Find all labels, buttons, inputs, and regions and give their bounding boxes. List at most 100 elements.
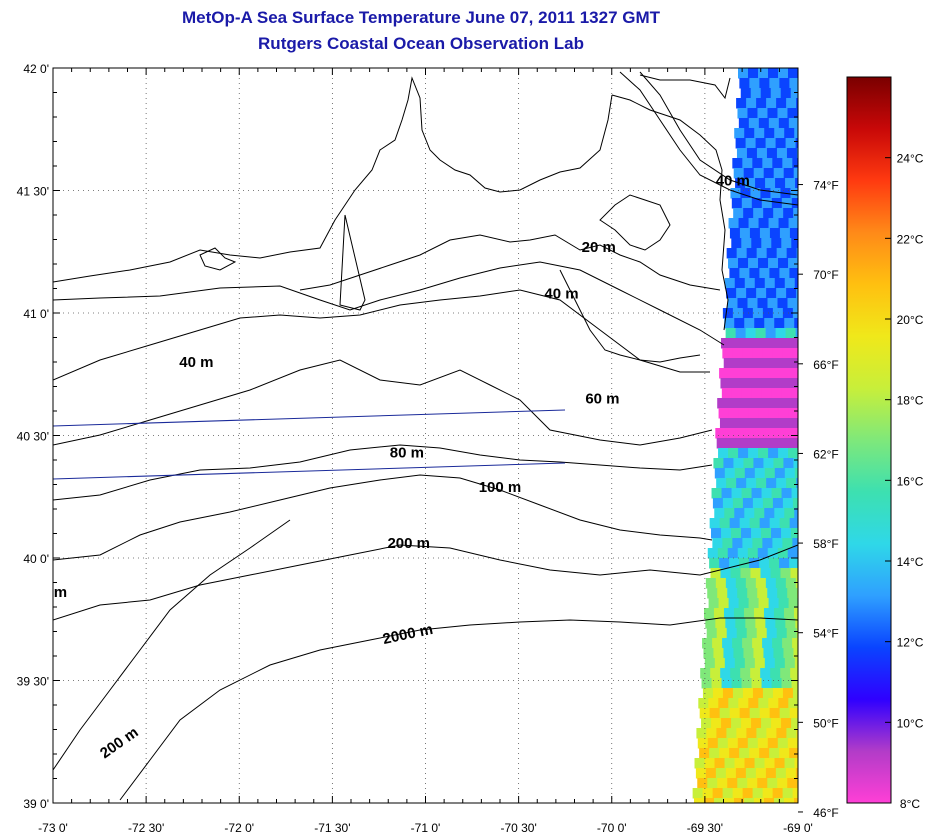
sst-cell	[765, 768, 777, 779]
sst-cell	[745, 618, 756, 629]
sst-cell	[715, 618, 726, 629]
sst-cell	[797, 588, 798, 599]
sst-cell	[746, 628, 758, 639]
sst-cell	[750, 188, 761, 199]
sst-cell	[777, 108, 788, 119]
sst-cell	[797, 298, 798, 309]
sst-cell	[785, 618, 796, 629]
sst-cell	[746, 248, 758, 259]
sst-cell	[770, 378, 781, 389]
sst-cell	[739, 708, 751, 719]
sst-cell	[773, 208, 784, 219]
sst-cell	[723, 648, 734, 659]
sst-cell	[788, 118, 798, 129]
sst-cell	[720, 568, 731, 579]
sst-cell	[774, 278, 786, 289]
sst-cell	[762, 538, 773, 549]
sst-cell	[788, 598, 798, 609]
sst-cell	[759, 78, 770, 89]
sst-cell	[757, 398, 768, 409]
sst-cell	[746, 438, 758, 449]
celsius-label: 24°C	[897, 152, 924, 166]
sst-cell	[765, 138, 777, 149]
sst-cell	[784, 468, 796, 479]
sst-cell	[713, 458, 724, 469]
sst-cell	[726, 248, 738, 259]
sst-cell	[792, 348, 798, 359]
sst-cell	[772, 498, 784, 509]
sst-cell	[756, 438, 768, 449]
coastline	[639, 74, 731, 100]
sst-cell	[768, 698, 779, 709]
sst-cell	[731, 678, 743, 689]
sst-cell	[720, 338, 732, 349]
sst-cell	[780, 88, 792, 99]
sst-cell	[750, 378, 761, 389]
contour-label: 200 m	[97, 724, 142, 762]
sst-cell	[780, 568, 791, 579]
sst-cell	[795, 328, 798, 339]
sst-cell	[739, 518, 751, 529]
sst-cell	[731, 718, 742, 729]
sst-cell	[761, 718, 772, 729]
sst-cell	[756, 728, 767, 739]
sst-cell	[746, 148, 758, 159]
sst-cell	[762, 498, 774, 509]
sst-cell	[715, 428, 726, 439]
sst-cell	[795, 578, 798, 589]
sst-cell	[763, 208, 774, 219]
contour-label: 40 m	[716, 173, 750, 190]
sst-cell	[786, 148, 798, 159]
sst-cell	[770, 568, 781, 579]
sst-cell	[764, 658, 776, 669]
sst-cell	[791, 678, 798, 689]
sst-cell	[766, 628, 778, 639]
sst-cell	[751, 718, 762, 729]
sst-cell	[749, 228, 761, 239]
sst-cell	[736, 628, 748, 639]
sst-cell	[777, 738, 789, 749]
sst-cell	[797, 548, 798, 559]
sst-cell	[787, 778, 798, 789]
sst-cell	[789, 368, 798, 379]
sst-cell	[695, 768, 707, 779]
sst-cell	[744, 508, 755, 519]
sst-cell	[745, 768, 757, 779]
axis-labels: -73 0' -72 30' -72 0' -71 30' -71 0' -70 30' -…	[17, 62, 813, 835]
sst-cell	[752, 788, 764, 799]
sst-cell	[715, 578, 727, 589]
coastline	[53, 76, 613, 283]
sst-cell	[726, 628, 738, 639]
contour-40m	[53, 289, 710, 381]
lon-tick-label: -69 0'	[783, 821, 813, 835]
sst-cell	[764, 758, 776, 769]
sst-cell	[741, 718, 752, 729]
sst-cell	[772, 348, 783, 359]
coastline	[339, 214, 366, 311]
sst-cell	[787, 398, 798, 409]
sst-cell	[773, 458, 784, 469]
sst-cell	[741, 678, 753, 689]
sst-cell	[737, 548, 749, 559]
contour-label: 100 m	[479, 479, 522, 496]
sst-cell	[766, 288, 777, 299]
sst-cell	[753, 358, 765, 369]
sst-cell	[756, 248, 768, 259]
sst-cell	[736, 288, 747, 299]
coastline	[199, 247, 237, 271]
sst-cell	[755, 618, 766, 629]
sst-cell	[712, 638, 723, 649]
sst-cell	[787, 548, 798, 559]
sst-cell	[739, 78, 750, 89]
sst-cell	[782, 158, 793, 169]
sst-cell	[743, 608, 755, 619]
sst-cell	[734, 468, 746, 479]
sst-cell	[694, 798, 705, 803]
sst-cell	[794, 658, 798, 669]
sst-cell	[758, 118, 770, 129]
contour-label: 2000 m	[381, 621, 434, 648]
sst-cell	[756, 148, 768, 159]
sst-cell	[709, 518, 721, 529]
sst-cell	[738, 698, 749, 709]
sst-cell	[732, 158, 743, 169]
